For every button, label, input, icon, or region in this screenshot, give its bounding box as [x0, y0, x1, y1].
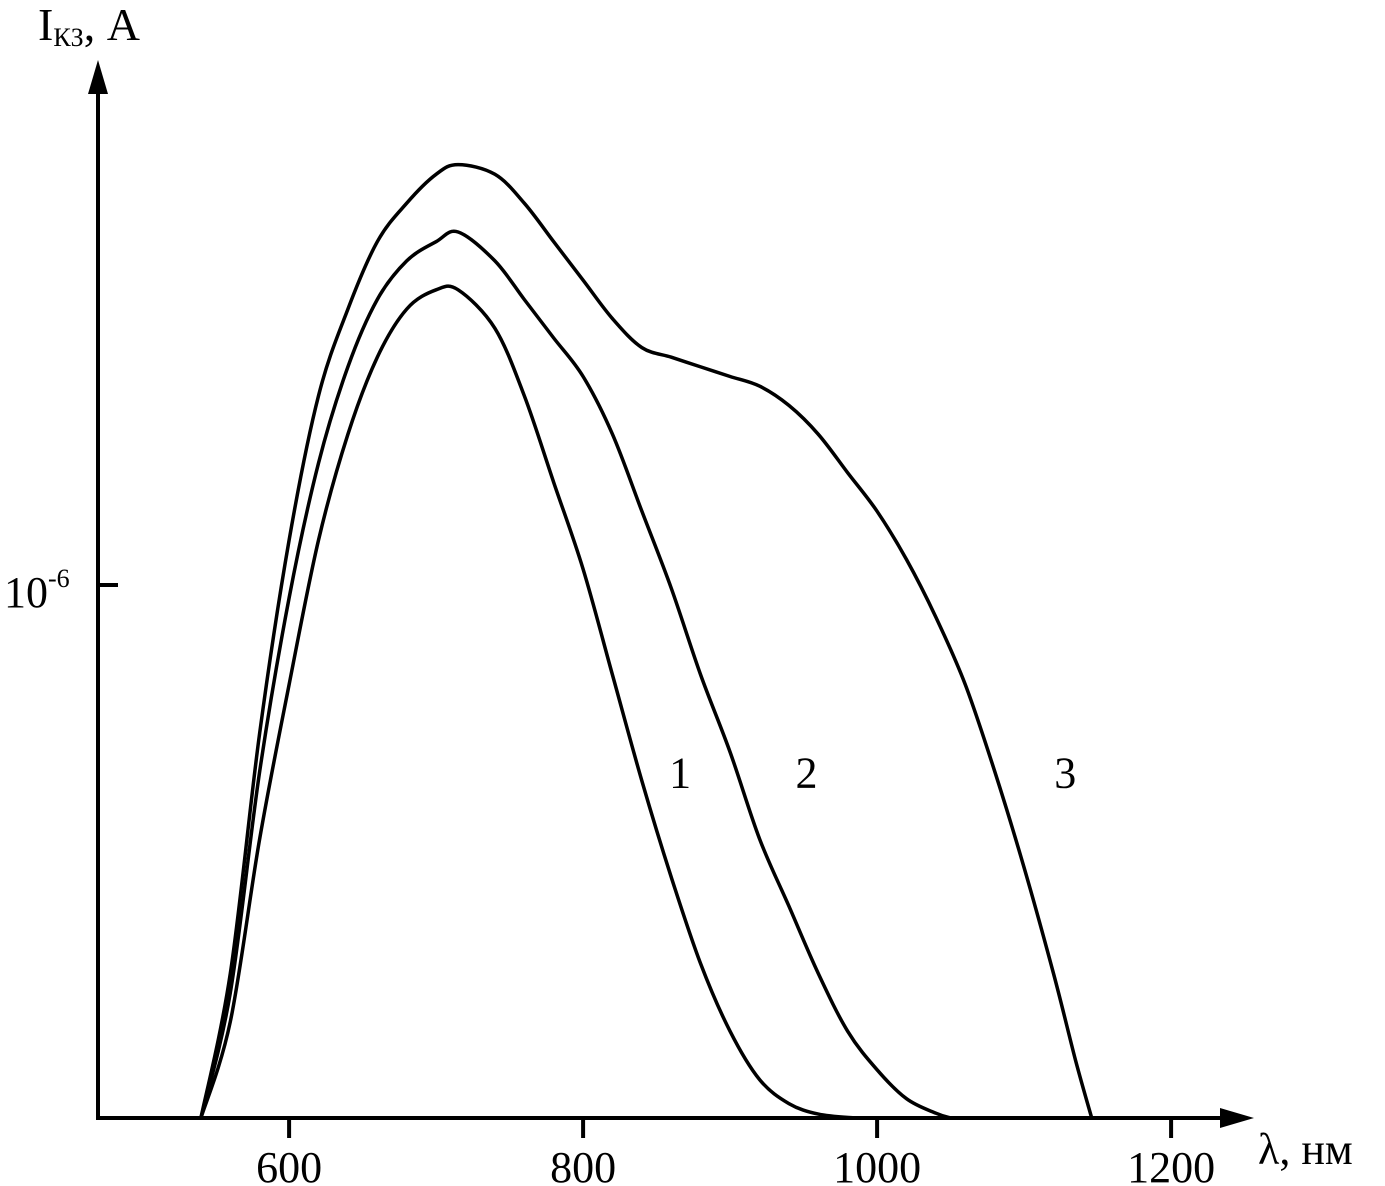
curve-label-1: 1: [669, 748, 691, 797]
x-tick-label-1000: 1000: [833, 1143, 921, 1186]
y-axis-title-unit: , А: [84, 0, 140, 50]
x-axis-title-unit: , нм: [1279, 1125, 1352, 1174]
x-tick-label-800: 800: [550, 1143, 616, 1186]
y-axis-title: IКЗ, А: [38, 0, 140, 52]
x-tick-label-1200: 1200: [1127, 1143, 1215, 1186]
curve-3: [199, 162, 1094, 1120]
y-tick-label-exponent: -6: [48, 564, 70, 593]
curve-label-2: 2: [796, 748, 818, 797]
curve-2: [199, 229, 953, 1120]
x-axis-title: λ, нм: [1258, 1125, 1353, 1174]
x-axis-title-symbol: λ: [1258, 1125, 1280, 1174]
y-axis-title-subscript: КЗ: [53, 23, 83, 52]
x-tick-label-600: 600: [256, 1143, 322, 1186]
y-tick-label-base: 10: [4, 568, 48, 617]
y-axis-title-main: I: [38, 0, 53, 50]
x-ticks: 600 800 1000 1200: [256, 1118, 1215, 1186]
y-axis-arrowhead: [88, 60, 108, 94]
curve-label-3: 3: [1054, 748, 1076, 797]
curve-1: [199, 284, 857, 1120]
series-curves: [199, 162, 1094, 1120]
curve-labels: 1 2 3: [669, 748, 1076, 797]
y-tick-label: 10-6: [4, 564, 70, 617]
x-axis-arrowhead: [1220, 1108, 1254, 1128]
